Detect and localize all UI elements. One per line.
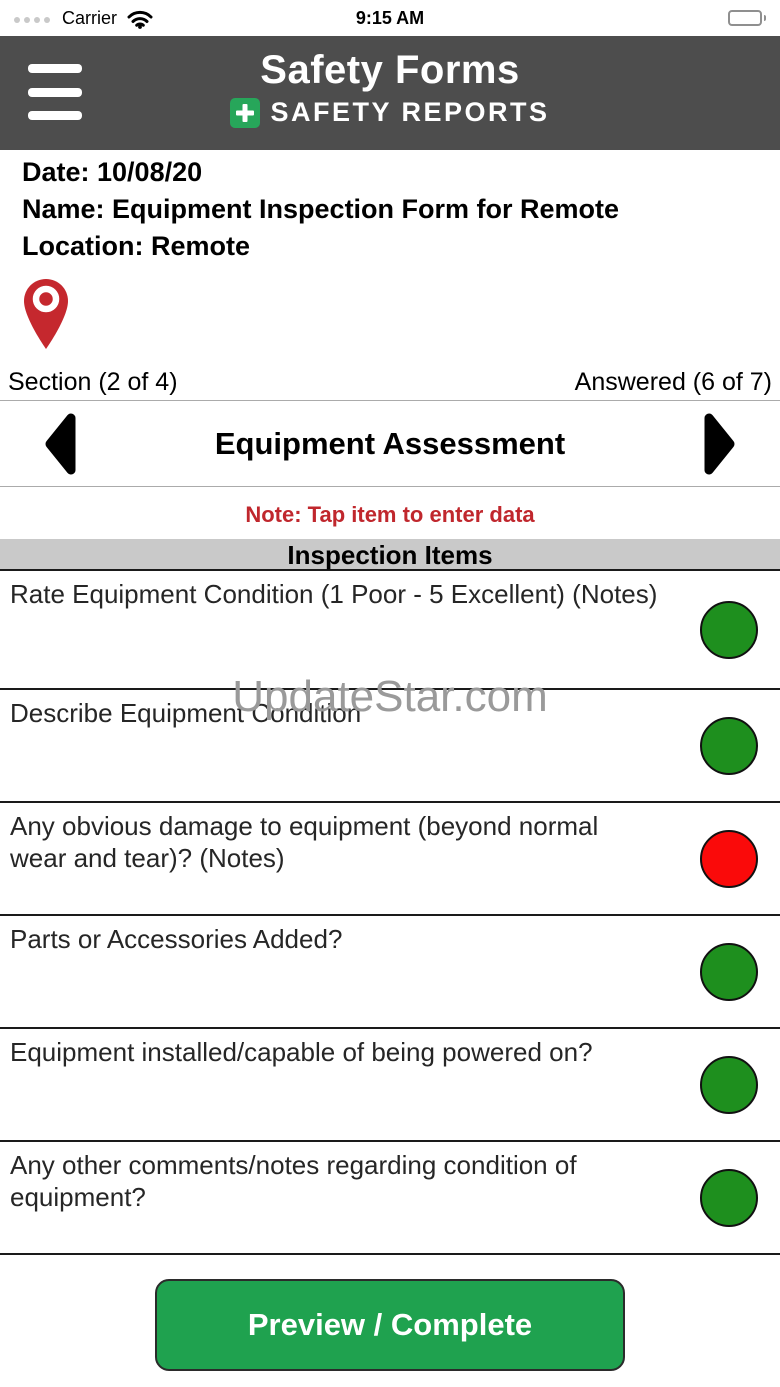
inspection-item[interactable]: Rate Equipment Condition (1 Poor - 5 Exc…	[0, 571, 780, 690]
form-location: Location: Remote	[22, 231, 251, 261]
cell-signal-icon	[14, 17, 50, 23]
wifi-icon	[127, 10, 153, 29]
inspection-items-list: Rate Equipment Condition (1 Poor - 5 Exc…	[0, 571, 780, 1255]
progress-row: Section (2 of 4) Answered (6 of 7)	[0, 364, 780, 400]
safety-reports-logo: SAFETY REPORTS	[0, 97, 780, 128]
section-title: Equipment Assessment	[214, 425, 566, 461]
brand-name: SAFETY REPORTS	[270, 97, 550, 127]
status-circle-green	[700, 942, 758, 1001]
inspection-item-label: Any obvious damage to equipment (beyond …	[10, 811, 599, 873]
section-nav: Equipment Assessment	[0, 401, 780, 486]
previous-section-arrow-icon[interactable]	[44, 412, 76, 476]
inspection-item-label: Rate Equipment Condition (1 Poor - 5 Exc…	[10, 579, 658, 609]
status-circle-red	[700, 829, 758, 888]
status-circle-green	[700, 716, 758, 775]
app-header: Safety Forms SAFETY REPORTS	[0, 36, 780, 150]
preview-complete-button[interactable]: Preview / Complete	[155, 1279, 625, 1371]
status-circle-green	[700, 1055, 758, 1114]
inspection-item[interactable]: Parts or Accessories Added?	[0, 916, 780, 1029]
section-progress: Section (2 of 4)	[8, 367, 178, 396]
page-title: Safety Forms	[260, 48, 520, 92]
next-section-arrow-icon[interactable]	[704, 412, 736, 476]
carrier-label: Carrier	[62, 7, 118, 28]
inspection-item[interactable]: Equipment installed/capable of being pow…	[0, 1029, 780, 1142]
form-info: Date: 10/08/20 Name: Equipment Inspectio…	[0, 150, 780, 265]
status-circle-green	[700, 1168, 758, 1227]
inspection-items-header: Inspection Items	[0, 539, 780, 571]
inspection-item-label: Describe Equipment Condition	[10, 698, 362, 728]
answered-progress: Answered (6 of 7)	[574, 367, 772, 396]
inspection-item-label: Any other comments/notes regarding condi…	[10, 1150, 577, 1212]
form-date: Date: 10/08/20	[22, 157, 203, 187]
inspection-item[interactable]: Describe Equipment Condition	[0, 690, 780, 803]
footer: Preview / Complete	[0, 1279, 780, 1371]
location-pin-icon[interactable]	[22, 277, 70, 354]
status-bar: Carrier 9:15 AM	[0, 0, 780, 36]
tap-note: Note: Tap item to enter data	[245, 502, 535, 527]
form-name: Name: Equipment Inspection Form for Remo…	[22, 194, 620, 224]
inspection-item-label: Equipment installed/capable of being pow…	[10, 1037, 593, 1067]
inspection-item[interactable]: Any obvious damage to equipment (beyond …	[0, 803, 780, 916]
inspection-item[interactable]: Any other comments/notes regarding condi…	[0, 1142, 780, 1255]
plus-icon	[230, 97, 261, 128]
menu-hamburger-icon[interactable]	[28, 64, 82, 120]
inspection-item-label: Parts or Accessories Added?	[10, 924, 343, 954]
status-circle-green	[700, 600, 758, 659]
battery-icon	[727, 10, 762, 26]
